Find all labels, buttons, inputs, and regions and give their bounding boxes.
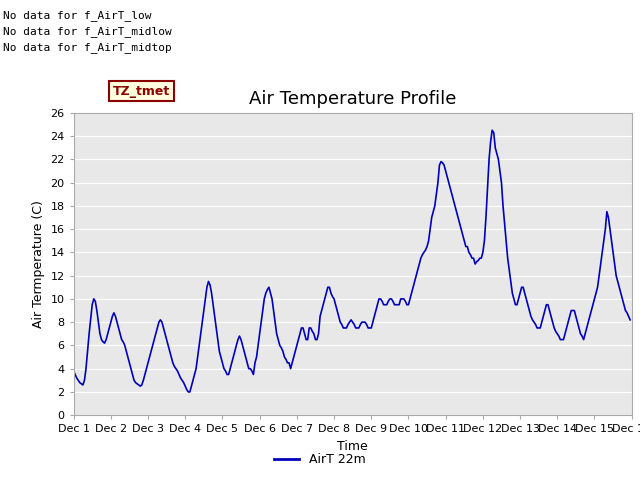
Title: Air Temperature Profile: Air Temperature Profile (249, 90, 456, 108)
Text: No data for f_AirT_midtop: No data for f_AirT_midtop (3, 42, 172, 53)
X-axis label: Time: Time (337, 440, 368, 453)
Text: No data for f_AirT_low: No data for f_AirT_low (3, 11, 152, 22)
Y-axis label: Air Termperature (C): Air Termperature (C) (32, 200, 45, 328)
Text: No data for f_AirT_midlow: No data for f_AirT_midlow (3, 26, 172, 37)
Legend: AirT 22m: AirT 22m (269, 448, 371, 471)
Text: TZ_tmet: TZ_tmet (113, 84, 170, 97)
